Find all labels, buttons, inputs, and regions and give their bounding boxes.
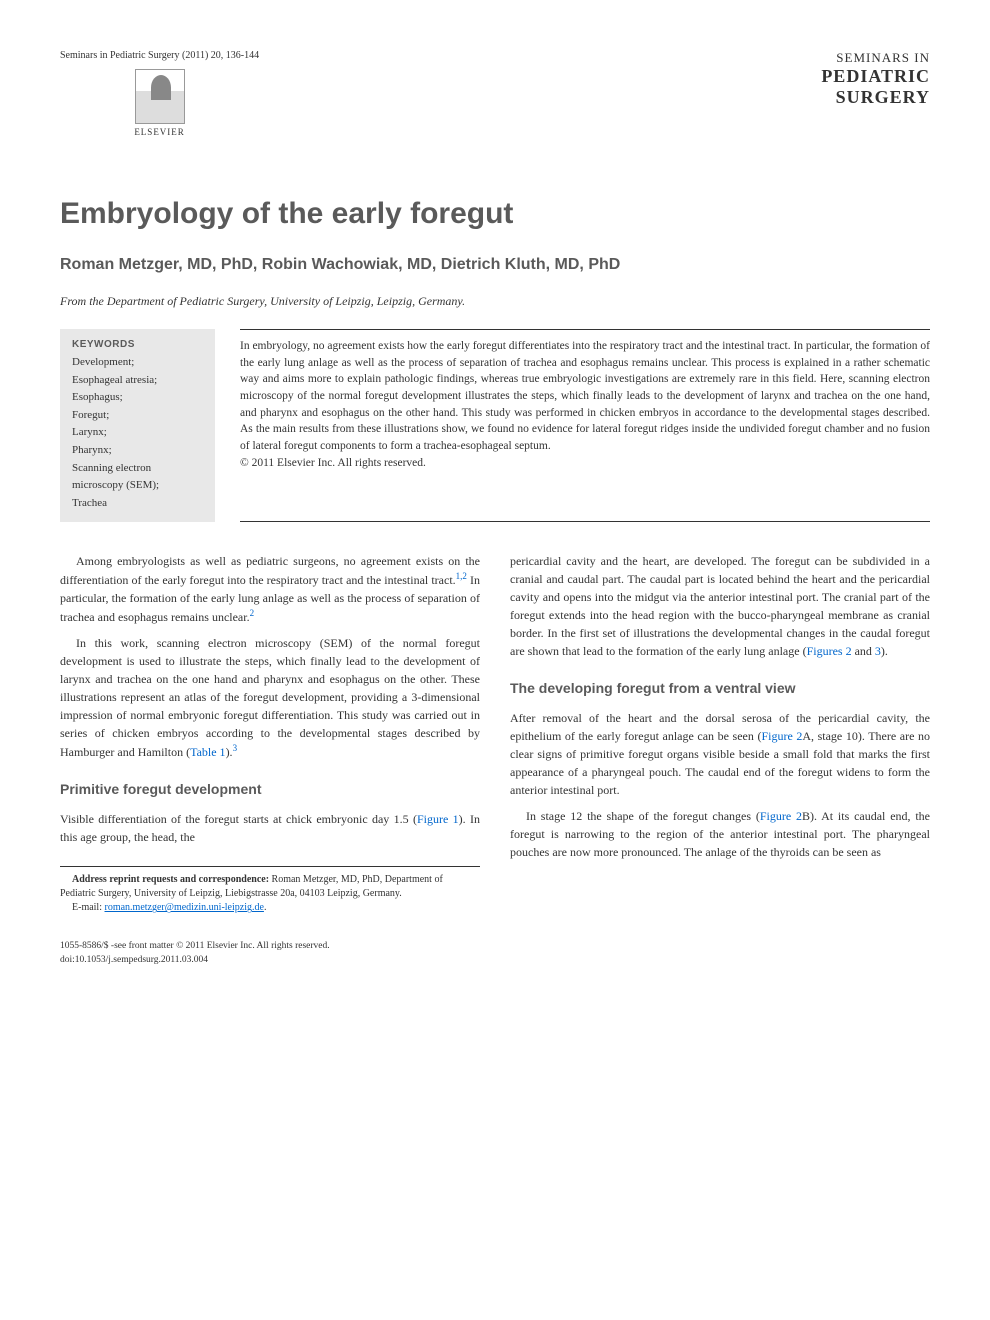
body-paragraph: pericardial cavity and the heart, are de… bbox=[510, 552, 930, 660]
front-matter-line: 1055-8586/$ -see front matter © 2011 Els… bbox=[60, 940, 480, 953]
citation-block: Seminars in Pediatric Surgery (2011) 20,… bbox=[60, 50, 259, 137]
abstract-body: In embryology, no agreement exists how t… bbox=[240, 340, 930, 452]
body-paragraph: After removal of the heart and the dorsa… bbox=[510, 709, 930, 799]
authors: Roman Metzger, MD, PhD, Robin Wachowiak,… bbox=[60, 256, 930, 274]
publisher-name: ELSEVIER bbox=[134, 127, 185, 137]
figure-link[interactable]: Figure 2 bbox=[760, 809, 802, 823]
page-header: Seminars in Pediatric Surgery (2011) 20,… bbox=[60, 50, 930, 137]
article-title: Embryology of the early foregut bbox=[60, 197, 930, 231]
table-link[interactable]: Table 1 bbox=[190, 745, 225, 759]
right-column: pericardial cavity and the heart, are de… bbox=[510, 552, 930, 967]
body-paragraph: In this work, scanning electron microsco… bbox=[60, 634, 480, 761]
figure-link[interactable]: Figures 2 bbox=[807, 644, 852, 658]
citation-ref[interactable]: 3 bbox=[233, 743, 238, 753]
left-column: Among embryologists as well as pediatric… bbox=[60, 552, 480, 967]
abstract-copyright: © 2011 Elsevier Inc. All rights reserved… bbox=[240, 457, 426, 469]
affiliation: From the Department of Pediatric Surgery… bbox=[60, 294, 930, 309]
email-footnote: E-mail: roman.metzger@medizin.uni-leipzi… bbox=[60, 901, 480, 915]
doi-line: doi:10.1053/j.sempedsurg.2011.03.004 bbox=[60, 954, 480, 967]
keywords-list: Development; Esophageal atresia; Esophag… bbox=[72, 354, 203, 512]
citation-ref[interactable]: 2 bbox=[250, 608, 255, 618]
correspondence-footnote: Address reprint requests and corresponde… bbox=[60, 873, 480, 901]
abstract-block: KEYWORDS Development; Esophageal atresia… bbox=[60, 329, 930, 522]
citation-ref[interactable]: 1,2 bbox=[456, 571, 467, 581]
copyright-footer: 1055-8586/$ -see front matter © 2011 Els… bbox=[60, 940, 480, 967]
journal-brand-line3: SURGERY bbox=[821, 87, 930, 108]
section-heading: The developing foregut from a ventral vi… bbox=[510, 678, 930, 699]
body-paragraph: In stage 12 the shape of the foregut cha… bbox=[510, 807, 930, 861]
abstract-text: In embryology, no agreement exists how t… bbox=[240, 329, 930, 522]
journal-brand-line1: SEMINARS IN bbox=[821, 50, 930, 66]
header-left: Seminars in Pediatric Surgery (2011) 20,… bbox=[60, 50, 259, 137]
email-link[interactable]: roman.metzger@medizin.uni-leipzig.de bbox=[105, 902, 264, 913]
figure-link[interactable]: Figure 1 bbox=[417, 812, 459, 826]
publisher-logo: ELSEVIER bbox=[60, 69, 259, 137]
body-paragraph: Among embryologists as well as pediatric… bbox=[60, 552, 480, 626]
journal-citation: Seminars in Pediatric Surgery (2011) 20,… bbox=[60, 50, 259, 61]
journal-brand: SEMINARS IN PEDIATRIC SURGERY bbox=[821, 50, 930, 108]
figure-link[interactable]: Figure 2 bbox=[761, 729, 802, 743]
journal-brand-line2: PEDIATRIC bbox=[821, 66, 930, 87]
elsevier-tree-icon bbox=[135, 69, 185, 124]
body-paragraph: Visible differentiation of the foregut s… bbox=[60, 810, 480, 846]
keywords-heading: KEYWORDS bbox=[72, 339, 203, 350]
section-heading: Primitive foregut development bbox=[60, 779, 480, 800]
keywords-box: KEYWORDS Development; Esophageal atresia… bbox=[60, 329, 215, 522]
address-label: Address reprint requests and corresponde… bbox=[72, 874, 269, 885]
footnote-divider bbox=[60, 866, 480, 867]
body-columns: Among embryologists as well as pediatric… bbox=[60, 552, 930, 967]
